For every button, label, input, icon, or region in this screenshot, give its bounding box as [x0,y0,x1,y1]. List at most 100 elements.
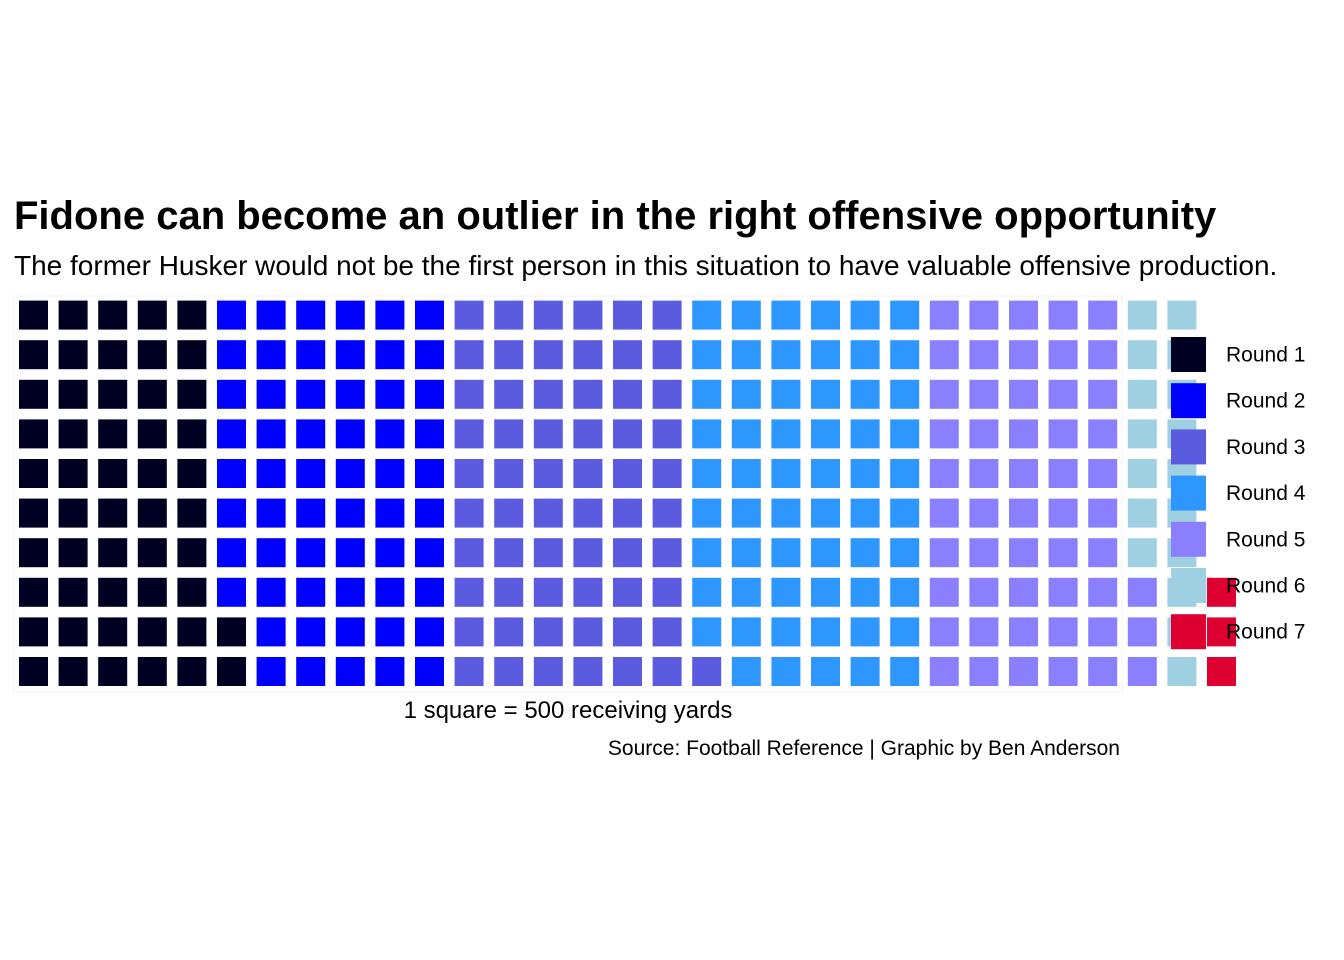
waffle-square-round-6 [1127,379,1157,409]
waffle-square-round-3 [573,340,603,370]
waffle-square-round-3 [573,657,603,686]
waffle-square-round-3 [454,657,484,686]
waffle-square-round-5 [1048,577,1078,607]
waffle-square-round-5 [969,577,999,607]
waffle-square-round-3 [533,379,563,409]
waffle-square-round-4 [811,657,840,686]
chart-title: Fidone can become an outlier in the righ… [14,194,1217,238]
legend-key-round-4 [1171,475,1206,511]
waffle-square-round-3 [494,419,524,449]
waffle-square-round-4 [692,538,722,568]
waffle-square-round-5 [969,419,999,449]
waffle-square-round-4 [731,498,761,528]
waffle-square-round-2 [375,577,405,607]
waffle-square-round-1 [98,538,128,568]
waffle-square-round-5 [929,379,959,409]
legend-key-round-1 [1171,337,1206,372]
waffle-square-round-4 [771,300,801,330]
waffle-square-round-4 [731,617,761,647]
waffle-square-round-6 [1127,459,1157,488]
waffle-square-round-2 [217,538,246,568]
legend: Round 1 Round 2 Round 3 Round 4 Round 5 Round… [1171,337,1306,650]
waffle-square-round-2 [256,459,286,488]
waffle-square-round-3 [573,300,603,330]
waffle-square-round-5 [969,657,999,686]
waffle-square-round-4 [850,577,880,607]
waffle-square-round-3 [533,498,563,528]
waffle-square-round-5 [1088,538,1118,568]
waffle-square-round-3 [454,538,484,568]
legend-key-round-6 [1171,568,1206,603]
waffle-square-round-2 [375,379,405,409]
waffle-square-round-2 [217,498,246,528]
waffle-square-round-3 [494,300,524,330]
waffle-square-round-6 [1167,300,1197,330]
waffle-square-round-3 [692,657,722,686]
waffle-square-round-5 [1009,419,1038,449]
waffle-square-round-2 [375,538,405,568]
waffle-square-round-4 [811,379,840,409]
waffle-square-round-2 [256,617,286,647]
waffle-square-round-5 [1009,657,1038,686]
waffle-square-round-6 [1127,538,1157,568]
waffle-square-round-2 [296,617,326,647]
waffle-square-round-4 [850,538,880,568]
waffle-square-round-2 [375,657,405,686]
waffle-square-round-3 [613,300,642,330]
waffle-square-round-5 [969,300,999,330]
waffle-square-round-6 [1127,419,1157,449]
waffle-square-round-5 [969,459,999,488]
waffle-square-round-3 [454,617,484,647]
waffle-square-round-4 [890,617,920,647]
waffle-square-round-5 [1048,617,1078,647]
waffle-square-round-4 [811,498,840,528]
waffle-square-round-4 [771,617,801,647]
waffle-square-round-2 [256,498,286,528]
waffle-square-round-3 [652,577,682,607]
waffle-square-round-4 [811,617,840,647]
waffle-square-round-6 [1127,498,1157,528]
waffle-square-round-4 [890,657,920,686]
waffle-square-round-5 [929,498,959,528]
waffle-square-round-3 [494,617,524,647]
waffle-square-round-2 [217,577,246,607]
legend-label-round-4: Round 4 [1226,482,1306,505]
waffle-square-round-5 [1009,300,1038,330]
waffle-square-round-6 [1127,340,1157,370]
waffle-square-round-1 [19,577,48,607]
waffle-square-round-5 [969,617,999,647]
waffle-square-round-4 [890,498,920,528]
waffle-square-round-2 [415,459,444,488]
waffle-square-round-3 [494,459,524,488]
waffle-square-round-4 [811,340,840,370]
waffle-square-round-3 [454,419,484,449]
waffle-square-round-3 [613,657,642,686]
waffle-square-round-4 [771,538,801,568]
legend-key-round-2 [1171,383,1206,419]
waffle-square-round-4 [890,459,920,488]
waffle-square-round-2 [415,577,444,607]
waffle-square-round-1 [137,459,167,488]
waffle-square-round-2 [296,657,326,686]
waffle-square-round-7 [1207,577,1236,607]
waffle-square-round-5 [1009,459,1038,488]
waffle-square-round-4 [890,379,920,409]
waffle-square-round-3 [652,300,682,330]
waffle-square-round-5 [1048,419,1078,449]
waffle-square-round-4 [771,379,801,409]
waffle-square-round-2 [296,459,326,488]
waffle-square-round-2 [256,538,286,568]
waffle-square-round-4 [890,300,920,330]
waffle-square-round-2 [256,340,286,370]
waffle-square-round-2 [375,498,405,528]
waffle-square-round-4 [811,300,840,330]
waffle-square-round-2 [256,577,286,607]
legend-label-round-5: Round 5 [1226,528,1305,551]
waffle-square-round-5 [1009,577,1038,607]
waffle-square-round-2 [335,419,365,449]
waffle-square-round-2 [415,617,444,647]
waffle-square-round-5 [929,419,959,449]
waffle-square-round-4 [850,459,880,488]
waffle-square-round-6 [1127,300,1157,330]
waffle-square-round-5 [1048,300,1078,330]
